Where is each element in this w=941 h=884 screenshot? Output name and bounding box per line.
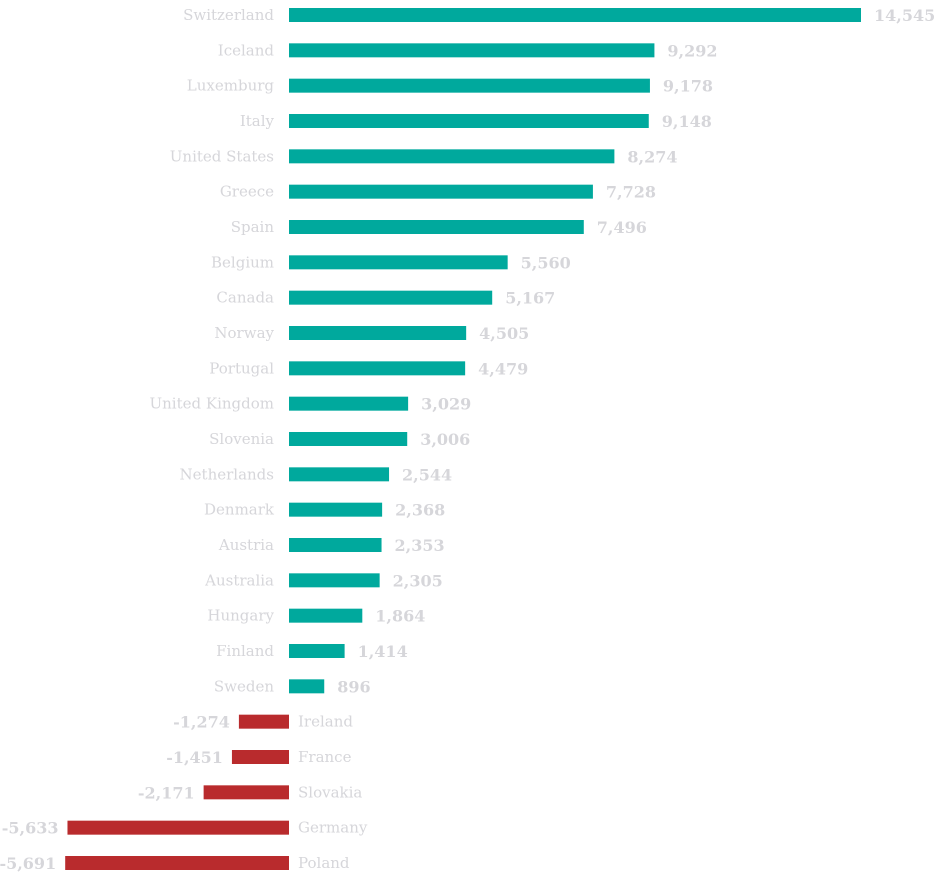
value-label: 1,414 bbox=[358, 642, 408, 661]
category-label: Germany bbox=[298, 819, 368, 837]
value-label: 9,292 bbox=[667, 41, 717, 60]
value-label: -2,171 bbox=[138, 783, 195, 802]
bar-finland bbox=[289, 644, 345, 658]
category-label: United States bbox=[170, 147, 274, 165]
value-label: 3,006 bbox=[420, 430, 470, 449]
bar-poland bbox=[65, 856, 289, 870]
bar-spain bbox=[289, 220, 584, 234]
category-label: Australia bbox=[204, 571, 274, 589]
value-label: 14,545 bbox=[874, 6, 935, 25]
value-label: 3,029 bbox=[421, 395, 471, 414]
category-label: Italy bbox=[240, 112, 275, 130]
value-label: 7,496 bbox=[597, 218, 647, 237]
value-label: 2,368 bbox=[395, 501, 445, 520]
category-label: Spain bbox=[231, 218, 275, 236]
category-label: Norway bbox=[214, 324, 274, 342]
value-label: 2,353 bbox=[395, 536, 445, 555]
bar-australia bbox=[289, 573, 380, 588]
value-label: -1,274 bbox=[173, 713, 230, 732]
bar-netherlands bbox=[289, 467, 390, 482]
value-label: -5,633 bbox=[2, 819, 59, 838]
category-label: Greece bbox=[220, 183, 274, 201]
bar-united-states bbox=[289, 149, 615, 164]
bar-ireland bbox=[238, 714, 289, 729]
value-label: -1,451 bbox=[166, 748, 223, 767]
bar-germany bbox=[67, 820, 290, 835]
bar-austria bbox=[289, 538, 382, 552]
bar-slovenia bbox=[289, 432, 408, 446]
category-label: United Kingdom bbox=[150, 395, 275, 413]
category-label: Austria bbox=[218, 536, 274, 554]
bar-denmark bbox=[289, 502, 383, 517]
category-label: Canada bbox=[216, 289, 274, 307]
bar-france bbox=[231, 750, 289, 764]
category-label: Belgium bbox=[211, 253, 274, 271]
category-label: Sweden bbox=[214, 677, 274, 695]
category-label: France bbox=[298, 748, 352, 766]
bar-norway bbox=[289, 326, 467, 340]
bar-belgium bbox=[289, 255, 508, 270]
category-label: Finland bbox=[216, 642, 274, 660]
value-label: 2,544 bbox=[402, 465, 452, 484]
category-label: Hungary bbox=[207, 607, 274, 625]
bar-sweden bbox=[289, 679, 325, 694]
category-label: Denmark bbox=[204, 501, 275, 519]
value-label: 4,479 bbox=[478, 359, 528, 378]
bar-switzerland bbox=[289, 8, 861, 22]
value-label: 2,305 bbox=[393, 571, 443, 590]
value-label: 9,148 bbox=[662, 112, 712, 131]
bar-canada bbox=[289, 290, 493, 305]
category-label: Slovakia bbox=[298, 783, 362, 801]
bar-hungary bbox=[289, 608, 363, 623]
value-label: 5,560 bbox=[521, 253, 571, 272]
category-label: Slovenia bbox=[209, 430, 274, 448]
category-label: Switzerland bbox=[183, 6, 274, 24]
category-label: Luxemburg bbox=[187, 77, 275, 95]
category-label: Poland bbox=[298, 854, 350, 872]
bar-united-kingdom bbox=[289, 396, 409, 411]
value-label: 1,864 bbox=[375, 607, 425, 626]
value-label: 8,274 bbox=[627, 147, 677, 166]
value-label: 896 bbox=[337, 677, 370, 696]
category-label: Iceland bbox=[218, 41, 275, 59]
value-label: 4,505 bbox=[479, 324, 529, 343]
category-label: Netherlands bbox=[180, 465, 274, 483]
bar-iceland bbox=[289, 43, 655, 58]
bar-slovakia bbox=[203, 785, 289, 800]
value-label: 7,728 bbox=[606, 183, 656, 202]
value-label: -5,691 bbox=[0, 854, 56, 873]
category-label: Ireland bbox=[298, 713, 353, 731]
value-label: 9,178 bbox=[663, 77, 713, 96]
value-label: 5,167 bbox=[505, 289, 555, 308]
category-label: Portugal bbox=[209, 359, 274, 377]
bar-portugal bbox=[289, 361, 466, 376]
bar-italy bbox=[289, 114, 649, 128]
bar-greece bbox=[289, 184, 593, 199]
bar-luxemburg bbox=[289, 78, 650, 93]
